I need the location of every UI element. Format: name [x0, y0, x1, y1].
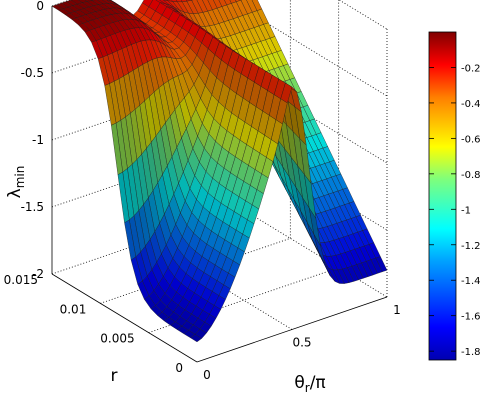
x-axis-label-sub: r [305, 381, 310, 395]
colorbar-tick-label: -0.4 [461, 99, 481, 110]
x-tick-label: 1 [393, 303, 401, 317]
y-tick-label: 0.005 [100, 332, 134, 346]
y-tick-label: 0.01 [60, 302, 87, 316]
z-tick-label: -0.5 [21, 66, 44, 80]
z-axis-label-sub: min [13, 166, 27, 189]
x-tick-label: 0.5 [292, 336, 311, 350]
y-axis-label: r [111, 366, 118, 386]
x-axis-label: θr/π [294, 373, 325, 395]
colorbar-tick-label: -0.8 [461, 170, 481, 181]
colorbar-tick-label: -1.2 [461, 241, 481, 252]
z-axis-label-main: λ [5, 188, 25, 198]
colorbar-tick-label: -1.8 [461, 347, 481, 358]
colorbar-tick-label: -0.2 [461, 63, 481, 74]
z-tick-label: -2 [32, 267, 44, 281]
y-tick-label: 0.015 [4, 273, 38, 287]
x-axis-label-main: θ [294, 373, 304, 393]
z-tick-label: -1.5 [21, 200, 44, 214]
surface-mesh [51, 0, 388, 343]
axis-ticks: 0 0.5 1 0 0.005 0.01 0.015 0 -0.5 -1 -1.5 -2 [4, 0, 401, 382]
colorbar-tick-label: -1.6 [461, 312, 481, 323]
z-tick-label: -1 [32, 133, 44, 147]
colorbar-tick-label: -0.6 [461, 134, 481, 145]
colorbar-tick-label: -1 [461, 205, 471, 216]
colorbar: -0.2 -0.4 -0.6 -0.8 -1 -1.2 -1.4 -1.6 -1.8 [428, 31, 481, 361]
colorbar-gradient [428, 31, 457, 361]
colorbar-tick-label: -1.4 [461, 276, 481, 287]
z-axis-label: λmin [5, 166, 27, 199]
x-axis-label-tail: /π [310, 373, 326, 393]
z-tick-label: 0 [36, 0, 44, 13]
colorbar-ticks: -0.2 -0.4 -0.6 -0.8 -1 -1.2 -1.4 -1.6 -1.8 [429, 63, 481, 358]
surface-facet [190, 334, 203, 343]
x-tick-label: 0 [203, 368, 211, 382]
y-tick-label: 0 [175, 361, 183, 375]
